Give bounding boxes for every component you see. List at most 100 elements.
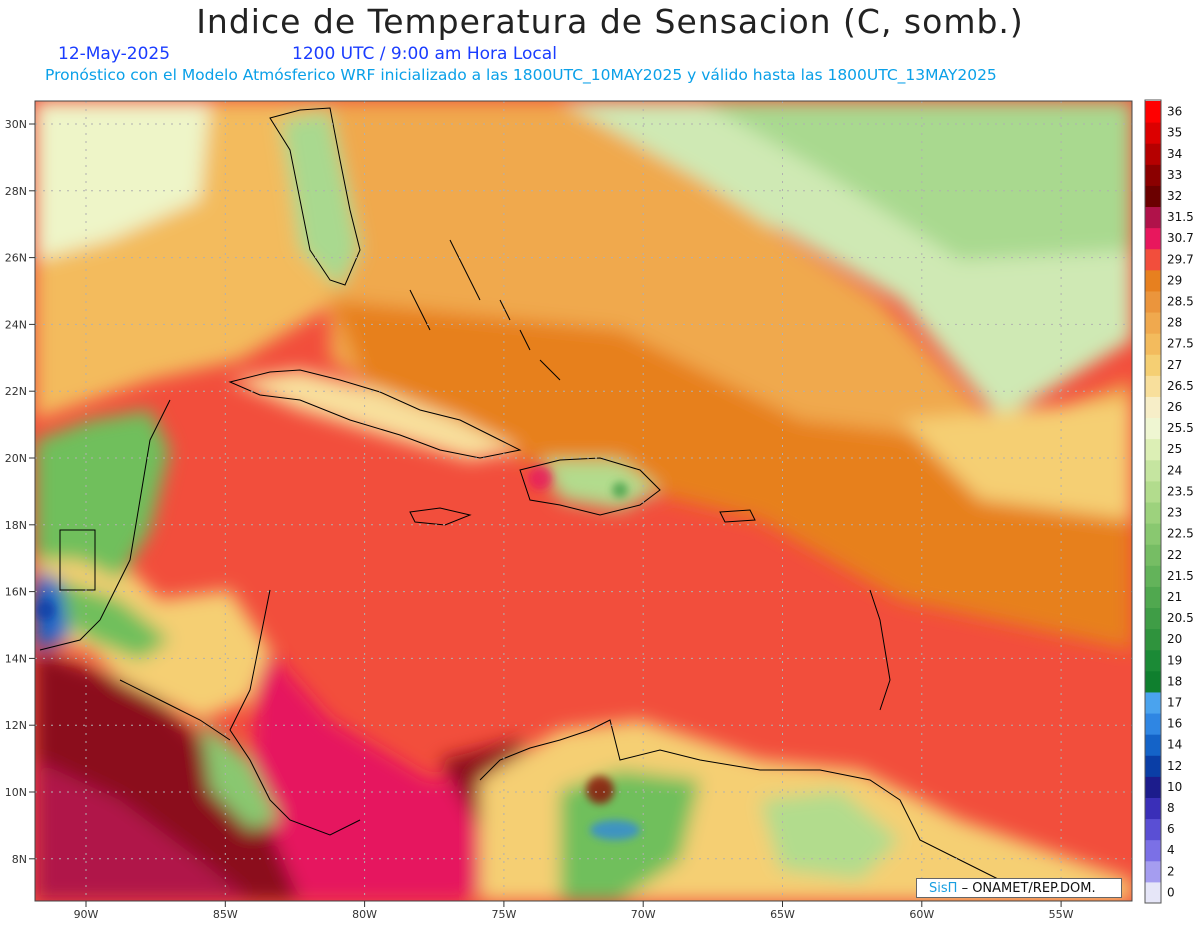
graticule — [35, 101, 1132, 901]
longitude-axis: 90W 85W 80W 75W 70W 65W 60W 55W — [74, 901, 1074, 921]
colorbar-label: 21.5 — [1167, 569, 1194, 583]
colorbar-swatch — [1145, 670, 1161, 693]
colorbar-swatch — [1145, 206, 1161, 229]
colorbar: 363534333231.530.729.72928.52827.52726.5… — [1144, 99, 1194, 904]
colorbar-swatch — [1145, 691, 1161, 714]
colorbar-label: 23 — [1167, 506, 1182, 520]
colorbar-label: 27.5 — [1167, 337, 1194, 351]
colorbar-label: 28 — [1167, 316, 1182, 330]
colorbar-swatch — [1145, 881, 1161, 904]
colorbar-swatch — [1145, 586, 1161, 609]
latitude-axis: 30N 28N 26N 24N 22N 20N 18N 16N 14N 12N 10N 8N — [5, 118, 35, 866]
plot-border — [34, 100, 1133, 902]
lat-tick-label: 16N — [5, 586, 27, 599]
lat-tick-label: 30N — [5, 118, 27, 131]
colorbar-label: 23.5 — [1167, 484, 1194, 498]
colorbar-label: 14 — [1167, 738, 1182, 752]
lat-tick-label: 22N — [5, 385, 27, 398]
colorbar-swatch — [1145, 438, 1161, 461]
colorbar-swatch — [1145, 122, 1161, 144]
lon-tick-label: 90W — [74, 908, 99, 921]
colorbar-swatch — [1145, 164, 1161, 186]
colorbar-label: 19 — [1167, 653, 1182, 667]
colorbar-label: 16 — [1167, 717, 1182, 731]
lon-tick-label: 80W — [352, 908, 377, 921]
colorbar-label: 29.7 — [1167, 252, 1194, 266]
lat-tick-label: 8N — [12, 853, 27, 866]
lat-tick-label: 28N — [5, 185, 27, 198]
credit-box: SisΠ – ONAMET/REP.DOM. — [916, 878, 1122, 898]
colorbar-label: 10 — [1167, 780, 1182, 794]
colorbar-swatch — [1145, 544, 1161, 566]
colorbar-label: 28.5 — [1167, 295, 1194, 309]
colorbar-swatch — [1145, 839, 1161, 862]
colorbar-label: 4 — [1167, 843, 1175, 857]
colorbar-label: 35 — [1167, 126, 1182, 140]
forecast-date: 12-May-2025 — [58, 44, 171, 64]
colorbar-swatch — [1145, 185, 1161, 208]
lon-tick-label: 70W — [631, 908, 656, 921]
colorbar-label: 21 — [1167, 590, 1182, 604]
colorbar-label: 6 — [1167, 822, 1175, 836]
colorbar-swatch — [1145, 248, 1161, 271]
colorbar-label: 32 — [1167, 189, 1182, 203]
colorbar-swatch — [1145, 755, 1161, 777]
colorbar-swatch — [1145, 734, 1161, 756]
colorbar-label: 30.7 — [1167, 231, 1194, 245]
colorbar-label: 31.5 — [1167, 210, 1194, 224]
colorbar-swatch — [1145, 523, 1161, 545]
lat-tick-label: 26N — [5, 252, 27, 265]
colorbar-label: 34 — [1167, 147, 1182, 161]
colorbar-swatch — [1145, 354, 1161, 376]
colorbar-swatch — [1145, 480, 1161, 503]
lon-tick-label: 55W — [1049, 908, 1074, 921]
colorbar-swatch — [1145, 459, 1161, 482]
lat-tick-label: 20N — [5, 452, 27, 465]
coastlines — [39, 107, 1001, 881]
colorbar-label: 18 — [1167, 674, 1182, 688]
lat-tick-label: 18N — [5, 519, 27, 532]
colorbar-swatch — [1145, 860, 1161, 883]
lon-tick-label: 60W — [909, 908, 934, 921]
credit-org: – ONAMET/REP.DOM. — [961, 881, 1096, 896]
colorbar-swatch — [1145, 649, 1161, 672]
colorbar-label: 25 — [1167, 442, 1182, 456]
colorbar-swatch — [1145, 227, 1161, 250]
colorbar-label: 0 — [1167, 885, 1175, 899]
lat-tick-label: 14N — [5, 652, 27, 665]
colorbar-label: 36 — [1167, 105, 1182, 119]
colorbar-swatch — [1145, 502, 1161, 524]
colorbar-swatch — [1145, 290, 1161, 313]
colorbar-swatch — [1145, 565, 1161, 587]
model-info: Pronóstico con el Modelo Atmósferico WRF… — [45, 66, 997, 84]
colorbar-label: 8 — [1167, 801, 1175, 815]
colorbar-swatch — [1145, 101, 1161, 123]
colorbar-swatch — [1145, 269, 1161, 292]
colorbar-label: 12 — [1167, 759, 1182, 773]
colorbar-swatch — [1145, 713, 1161, 735]
colorbar-swatch — [1145, 818, 1161, 841]
colorbar-label: 25.5 — [1167, 421, 1194, 435]
lon-tick-label: 85W — [213, 908, 238, 921]
colorbar-swatch — [1145, 417, 1161, 440]
colorbar-label: 24 — [1167, 463, 1182, 477]
lat-tick-label: 10N — [5, 786, 27, 799]
colorbar-label: 20.5 — [1167, 611, 1194, 625]
colorbar-label: 26 — [1167, 400, 1182, 414]
colorbar-swatch — [1145, 143, 1161, 165]
colorbar-label: 26.5 — [1167, 379, 1194, 393]
colorbar-label: 17 — [1167, 696, 1182, 710]
colorbar-swatch — [1145, 607, 1161, 630]
credit-brand: SisΠ — [929, 881, 958, 896]
colorbar-swatch — [1145, 396, 1161, 419]
colorbar-label: 20 — [1167, 632, 1182, 646]
map-title: Indice de Temperatura de Sensacion (C, s… — [196, 2, 1024, 41]
colorbar-swatch — [1145, 776, 1161, 798]
colorbar-label: 27 — [1167, 358, 1182, 372]
colorbar-label: 33 — [1167, 168, 1182, 182]
lat-tick-label: 12N — [5, 719, 27, 732]
lon-tick-label: 65W — [770, 908, 795, 921]
colorbar-swatch — [1145, 333, 1161, 355]
heat-index-field — [35, 101, 1132, 901]
